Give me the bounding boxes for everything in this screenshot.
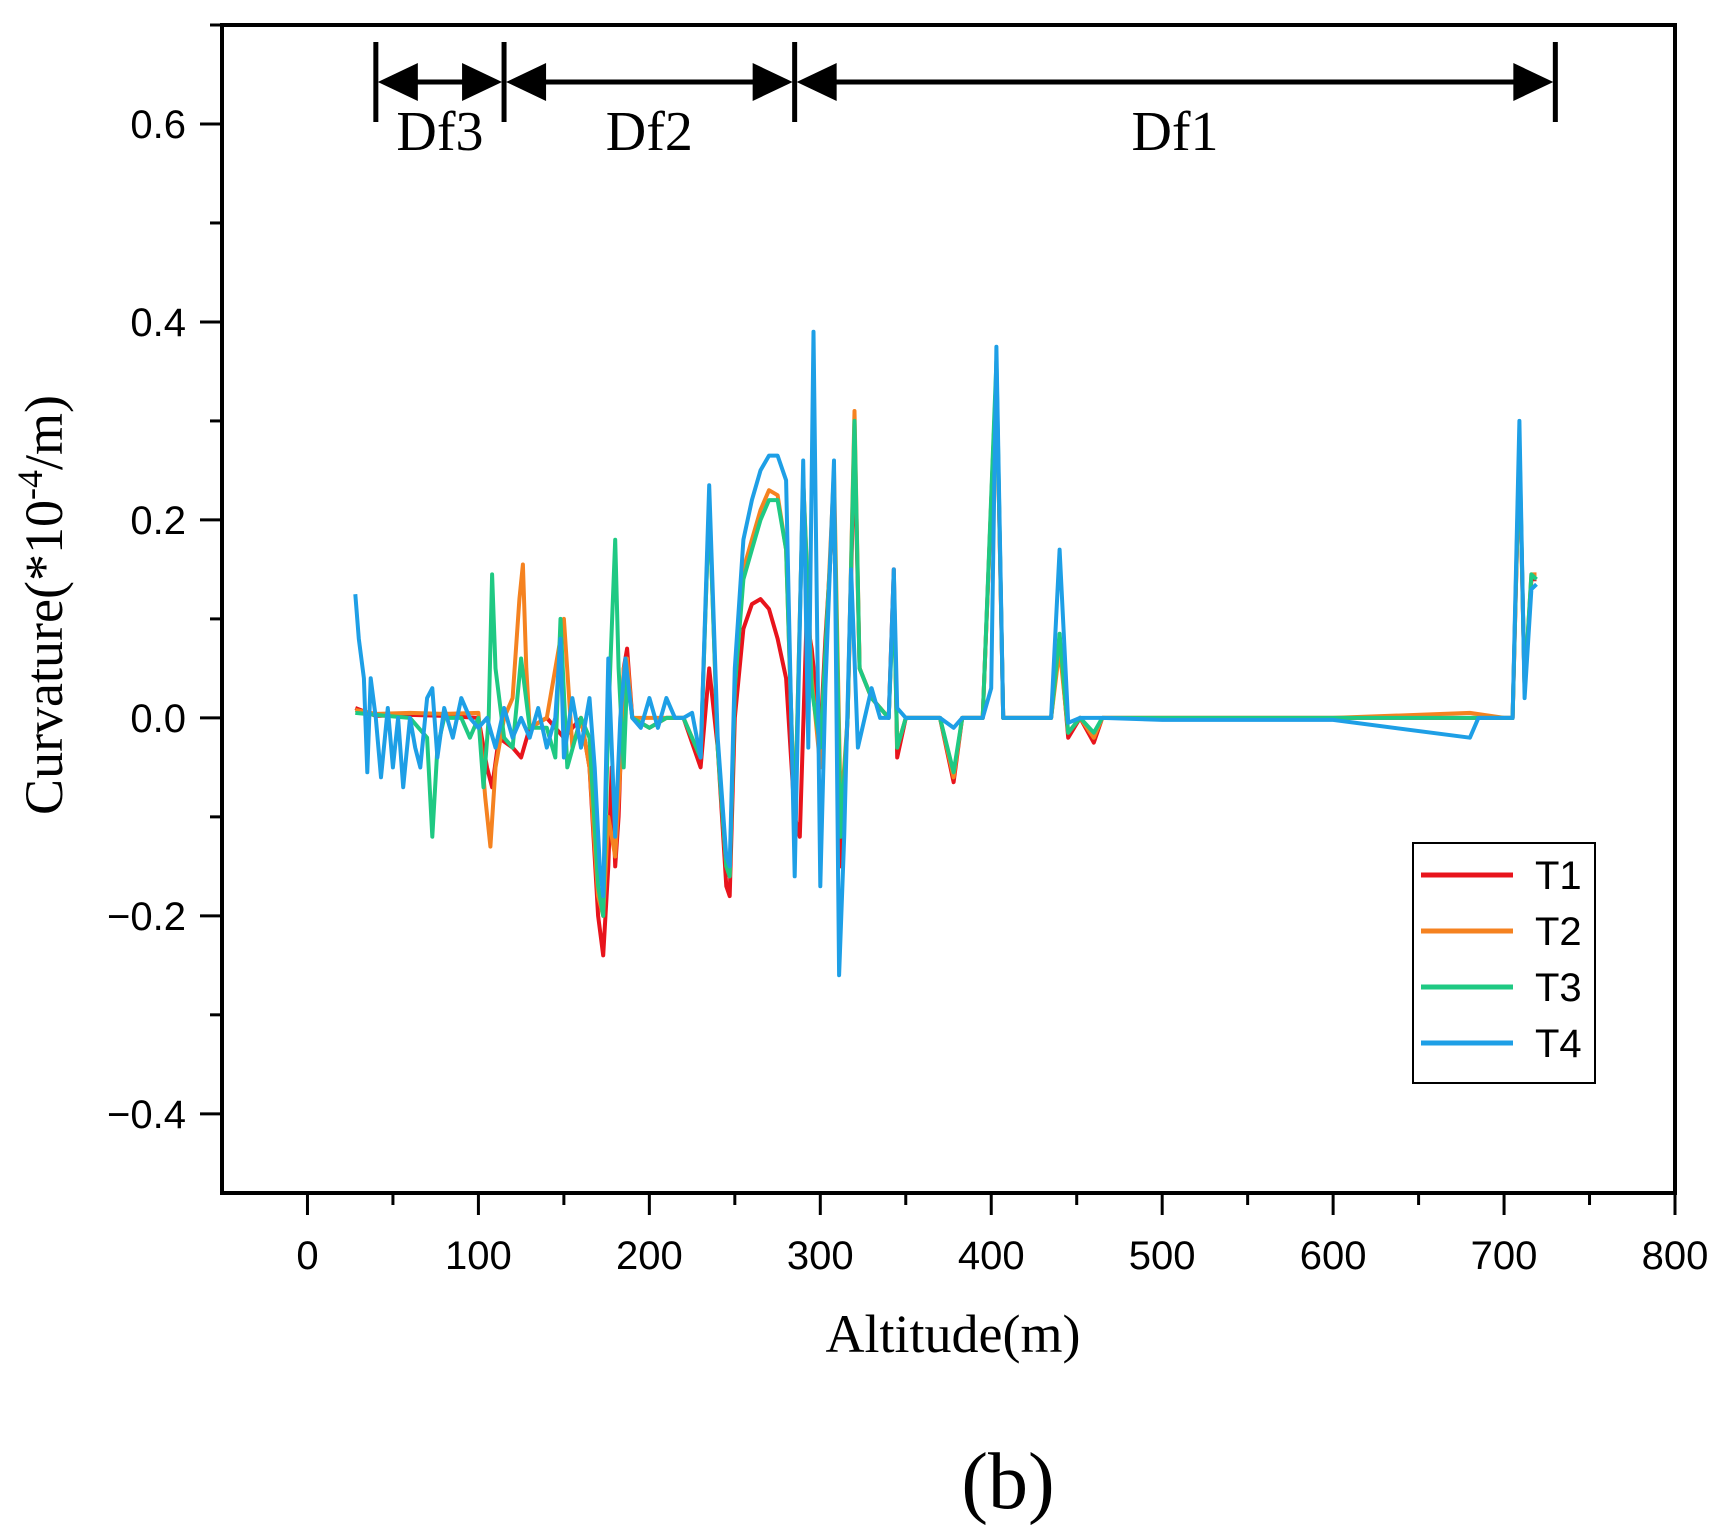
zones-layer: Df3 Df2 Df1 — [373, 42, 1558, 163]
y-axis-title-tail: /m) — [14, 395, 74, 470]
zone-arrowhead-right — [462, 63, 503, 101]
x-tick-label: 500 — [1129, 1234, 1196, 1278]
zone-label-df1: Df1 — [1131, 101, 1218, 163]
ticks-layer: 0 100 200 300 400 500 600 700 800 −0.4 −0.2 0.0 0.2 0… — [107, 23, 1709, 1278]
series-line-t1 — [354, 369, 1537, 958]
zone-label-df2: Df2 — [606, 101, 693, 163]
y-tick-label: −0.4 — [107, 1093, 186, 1137]
series-layer — [353, 329, 1538, 978]
y-axis-title-main: Curvature(*10 — [14, 500, 74, 815]
x-tick-label: 800 — [1642, 1234, 1709, 1278]
x-tick-label: 700 — [1471, 1234, 1538, 1278]
x-tick-label: 400 — [958, 1234, 1025, 1278]
zone-arrowhead-left — [377, 63, 418, 101]
legend-label-t1: T1 — [1535, 854, 1582, 898]
x-axis-title: Altitude(m) — [826, 1304, 1081, 1364]
zone-arrowhead-right — [752, 63, 793, 101]
x-tick-label: 200 — [616, 1234, 683, 1278]
x-tick-label: 300 — [787, 1234, 854, 1278]
zone-label-df3: Df3 — [396, 101, 483, 163]
legend: T1 T2 T3 T4 — [1412, 842, 1596, 1084]
x-tick-label: 100 — [445, 1234, 512, 1278]
y-tick-label: −0.2 — [107, 895, 186, 939]
legend-label-t4: T4 — [1535, 1022, 1582, 1066]
y-tick-label: 0.6 — [130, 103, 186, 147]
zone-arrowhead-right — [1513, 63, 1554, 101]
y-axis-title: Curvature(*10-4/m) — [10, 395, 74, 815]
y-axis-title-sup: -4 — [10, 470, 50, 500]
x-tick-label: 600 — [1300, 1234, 1367, 1278]
x-tick-label: 0 — [296, 1234, 318, 1278]
figure-caption: (b) — [961, 1438, 1054, 1526]
y-tick-label: 0.2 — [130, 499, 186, 543]
zone-arrowhead-left — [506, 63, 547, 101]
series-line-t3 — [355, 359, 1538, 918]
y-tick-label: 0.4 — [130, 301, 186, 345]
series-line-t4 — [353, 329, 1538, 978]
legend-label-t3: T3 — [1535, 966, 1582, 1010]
legend-label-t2: T2 — [1535, 910, 1582, 954]
y-tick-label: 0.0 — [130, 697, 186, 741]
series-line-t2 — [354, 369, 1537, 918]
plot-frame — [220, 23, 1677, 1195]
zone-arrowhead-left — [796, 63, 837, 101]
